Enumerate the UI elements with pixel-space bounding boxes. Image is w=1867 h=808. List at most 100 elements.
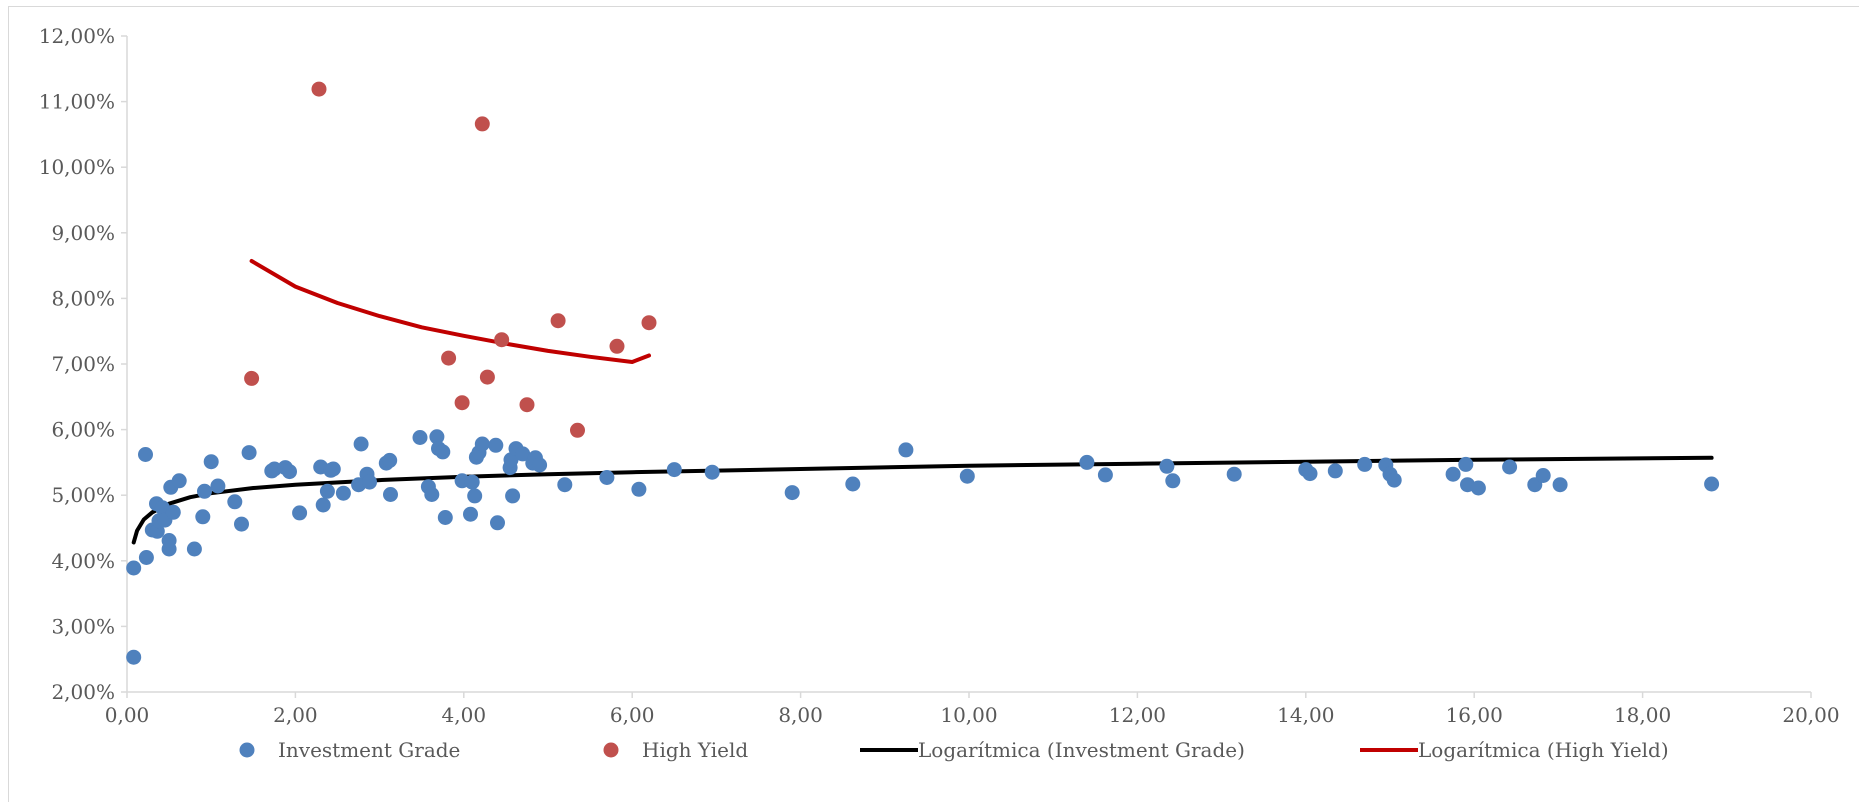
point-series-0 <box>704 464 720 480</box>
legend-label-0: Investment Grade <box>278 738 460 762</box>
trendlines <box>131 259 1714 545</box>
point-series-0 <box>503 452 519 468</box>
point-series-0 <box>1458 456 1474 472</box>
point-series-0 <box>335 485 351 501</box>
point-series-0 <box>197 483 212 499</box>
point-series-0 <box>1535 468 1551 483</box>
point-series-1 <box>244 370 260 386</box>
y-tick-label: 2,00% <box>51 680 115 704</box>
point-series-0 <box>382 452 398 468</box>
point-series-1 <box>494 332 510 348</box>
point-series-0 <box>464 474 480 490</box>
point-series-0 <box>171 473 187 489</box>
legend: Investment Grade High Yield Logarítmica (I… <box>239 738 1669 762</box>
x-tick-label: 20,00 <box>1782 703 1839 727</box>
point-series-0 <box>557 477 573 493</box>
x-tick-label: 4,00 <box>442 703 487 727</box>
x-tick-label: 8,00 <box>778 703 823 727</box>
x-tick-label: 0,00 <box>105 703 150 727</box>
point-series-0 <box>490 515 505 531</box>
point-series-0 <box>1159 458 1175 474</box>
legend-marker-0 <box>239 742 255 758</box>
point-series-0 <box>474 436 490 452</box>
point-series-0 <box>210 478 226 494</box>
point-series-1 <box>550 313 566 329</box>
point-series-0 <box>631 481 647 497</box>
point-series-0 <box>1302 466 1318 482</box>
x-tick-label: 2,00 <box>273 703 318 727</box>
point-series-1 <box>479 369 495 385</box>
point-series-0 <box>126 560 142 576</box>
point-series-0 <box>784 485 800 501</box>
point-series-0 <box>515 446 531 462</box>
point-series-0 <box>959 468 975 484</box>
point-series-0 <box>325 461 341 477</box>
x-tick-label: 12,00 <box>1109 703 1166 727</box>
point-series-0 <box>161 533 177 548</box>
y-tick-label: 9,00% <box>51 221 115 245</box>
x-tick-label: 10,00 <box>940 703 997 727</box>
point-series-1 <box>609 338 625 354</box>
point-series-0 <box>1226 466 1242 482</box>
point-series-0 <box>315 497 331 513</box>
point-series-0 <box>282 464 297 480</box>
x-tick-label: 16,00 <box>1446 703 1503 727</box>
point-series-0 <box>437 510 453 525</box>
point-series-0 <box>383 487 398 502</box>
point-series-0 <box>1097 467 1113 483</box>
x-tick-label: 14,00 <box>1277 703 1334 727</box>
point-series-0 <box>845 476 861 492</box>
point-series-1 <box>454 395 470 411</box>
point-series-0 <box>203 454 219 470</box>
point-series-0 <box>138 550 154 565</box>
point-series-0 <box>424 487 440 502</box>
data-points <box>126 81 1720 665</box>
y-tick-label: 4,00% <box>51 549 115 573</box>
point-series-0 <box>266 461 282 477</box>
point-series-0 <box>319 483 335 499</box>
trendline-series-2 <box>131 455 1714 545</box>
point-series-0 <box>1386 472 1402 488</box>
point-series-0 <box>1502 459 1518 475</box>
point-series-0 <box>186 541 202 557</box>
trendline-series-3 <box>249 259 651 364</box>
y-tick-label: 3,00% <box>51 614 115 638</box>
point-series-0 <box>165 504 181 520</box>
point-series-0 <box>362 474 377 490</box>
point-series-0 <box>1445 466 1461 482</box>
point-series-0 <box>1165 473 1181 489</box>
point-series-0 <box>138 447 153 462</box>
point-series-0 <box>898 442 914 458</box>
point-series-0 <box>241 445 257 461</box>
point-series-1 <box>441 350 457 366</box>
point-series-0 <box>467 488 483 504</box>
point-series-0 <box>1704 476 1720 492</box>
point-series-1 <box>641 315 657 331</box>
x-tick-label: 6,00 <box>610 703 655 727</box>
axes: 2,00% 3,00% 4,00% 5,00% 6,00% 7,00% 8,00% 9,00%… <box>39 24 1840 727</box>
point-series-1 <box>519 397 535 413</box>
point-series-0 <box>505 488 521 504</box>
y-tick-label: 8,00% <box>51 286 115 310</box>
point-series-0 <box>195 509 211 525</box>
legend-label-3: Logarítmica (High Yield) <box>1418 738 1669 762</box>
y-tick-label: 11,00% <box>39 90 115 114</box>
point-series-1 <box>570 422 585 438</box>
chart-frame <box>8 6 1859 802</box>
point-series-1 <box>474 116 490 132</box>
legend-label-1: High Yield <box>642 738 748 762</box>
point-series-0 <box>1552 477 1568 493</box>
y-tick-label: 6,00% <box>51 418 115 442</box>
point-series-0 <box>1470 480 1486 496</box>
legend-marker-1 <box>603 742 619 758</box>
y-tick-label: 7,00% <box>51 352 115 376</box>
point-series-0 <box>488 437 504 453</box>
point-series-0 <box>227 494 243 510</box>
point-series-0 <box>599 470 615 485</box>
point-series-0 <box>412 430 428 445</box>
point-series-0 <box>435 444 451 460</box>
point-series-0 <box>429 429 445 445</box>
y-tick-label: 12,00% <box>39 24 115 48</box>
point-series-0 <box>463 506 478 522</box>
